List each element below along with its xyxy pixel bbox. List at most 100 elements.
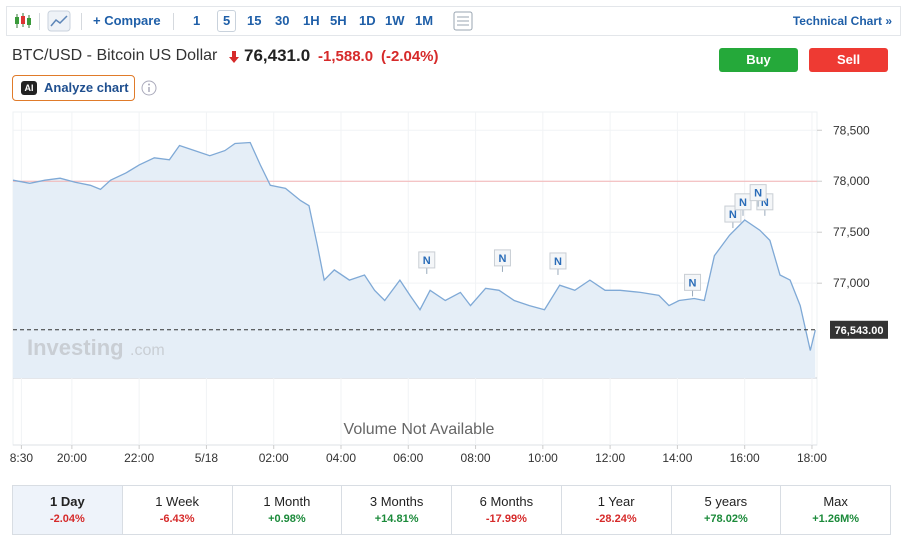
interval-button[interactable]: 30 [275,13,290,28]
price: 76,431.0 [244,46,311,65]
watermark: Investing [27,335,124,360]
news-label: N [554,256,562,268]
period-tab[interactable]: 6 Months -17.99% [452,486,562,534]
news-label: N [729,209,737,221]
chart: 8:30 20:00 22:00 5/18 02:00 04:00 06:00 08:00 10… [10,111,888,465]
news-label: N [689,277,697,289]
y-tick-label: 78,000 [833,174,870,188]
x-tick-label: 22:00 [124,451,154,465]
period-change: -28.24% [595,513,637,525]
ai-badge: AI [21,81,37,95]
period-tab[interactable]: 1 Month +0.98% [233,486,343,534]
volume-note: Volume Not Available [344,421,495,438]
area [13,142,816,378]
technical-chart-link[interactable]: Technical Chart » [792,14,892,28]
last-price-label: 76,543.00 [835,325,884,337]
area-icon[interactable] [47,10,71,32]
period-label: 6 Months [479,494,534,509]
x-tick-label: 8:30 [10,451,34,465]
news-marker[interactable]: N [418,251,436,269]
period-change: +78.02% [704,513,748,525]
x-tick-label: 04:00 [326,451,356,465]
x-tick-label: 08:00 [461,451,491,465]
x-tick-label: 5/18 [195,451,219,465]
news-marker[interactable]: N [549,252,567,270]
x-tick-label: 10:00 [528,451,558,465]
period-change: +1.26M% [812,513,860,525]
info-icon[interactable] [141,80,157,96]
separator [81,13,82,30]
period-change: +14.81% [374,513,419,525]
period-label: 5 years [704,494,748,509]
x-tick-label: 12:00 [595,451,625,465]
interval-button[interactable]: 5 [217,10,237,32]
instrument-title: BTC/USD - Bitcoin US Dollar [12,47,218,64]
x-tick-label: 06:00 [393,451,423,465]
separator [39,13,40,30]
interval-button[interactable]: 1 [193,13,201,28]
news-badge [684,273,702,291]
compare-button[interactable]: + Compare [93,13,161,28]
change: -1,588.0 [318,48,374,65]
news-badge [549,252,567,270]
period-tab[interactable]: 1 Week -6.43% [123,486,233,534]
period-label: 1 Month [263,494,311,509]
period-change: +0.98% [268,513,306,525]
x-tick-label: 14:00 [662,451,692,465]
x-tick-label: 02:00 [259,451,289,465]
news-marker[interactable]: N [734,193,752,211]
last-price-box [830,320,888,339]
period-change: -17.99% [485,513,527,525]
period-label: Max [823,494,848,509]
y-tick-label: 78,500 [833,123,870,137]
news-label: N [739,197,747,209]
news-badge [493,249,511,267]
interval-button[interactable]: 1M [415,13,434,28]
interval-button[interactable]: 15 [247,13,262,28]
candles-icon[interactable] [13,12,33,30]
separator [173,13,174,30]
analyze-label: Analyze chart [44,80,129,95]
period-label: 1 Day [50,494,85,509]
x-tick-label: 20:00 [57,451,87,465]
news-badge [749,184,767,202]
period-tab[interactable]: 1 Day -2.04% [13,486,123,534]
news-label: N [761,197,769,209]
period-label: 1 Year [597,494,635,509]
news-marker[interactable]: N [749,184,767,202]
down-arrow [229,51,239,63]
analyze-chart-button[interactable]: AI Analyze chart [12,75,135,101]
period-tab[interactable]: 5 years +78.02% [672,486,782,534]
interval-button[interactable]: 1H [303,13,320,28]
toolbar: + Compare 1 5 15 30 1H 5H 1D 1W 1M Technical Cha… [6,6,901,36]
sell-button[interactable]: Sell [809,48,888,72]
x-tick-label: 16:00 [730,451,760,465]
news-label: N [423,255,431,267]
period-tab[interactable]: 1 Year -28.24% [562,486,672,534]
period-change: -2.04% [49,513,85,525]
news-label: N [498,253,506,265]
indicators-icon[interactable] [453,11,473,31]
news-label: N [754,188,762,200]
watermark-suffix: .com [130,342,165,359]
news-badge [734,193,752,211]
interval-button[interactable]: 1D [359,13,376,28]
news-badge [418,251,436,269]
news-marker[interactable]: N [493,249,511,267]
period-tab[interactable]: 3 Months +14.81% [342,486,452,534]
x-tick-label: 18:00 [797,451,827,465]
period-tabs: 1 Day -2.04% 1 Week -6.43% 1 Month +0.98% 3 Mo… [12,485,891,535]
buy-button[interactable]: Buy [719,48,798,72]
interval-button[interactable]: 5H [330,13,347,28]
y-tick-label: 77,000 [833,276,870,290]
period-label: 3 Months [369,494,424,509]
period-tab[interactable]: Max +1.26M% [781,486,890,534]
period-label: 1 Week [155,494,200,509]
price-line [12,141,816,351]
news-marker[interactable]: N [684,273,702,291]
period-change: -6.43% [159,513,195,525]
interval-button[interactable]: 1W [385,13,405,28]
change-percent: (-2.04%) [381,48,439,65]
y-tick-label: 77,500 [833,225,870,239]
